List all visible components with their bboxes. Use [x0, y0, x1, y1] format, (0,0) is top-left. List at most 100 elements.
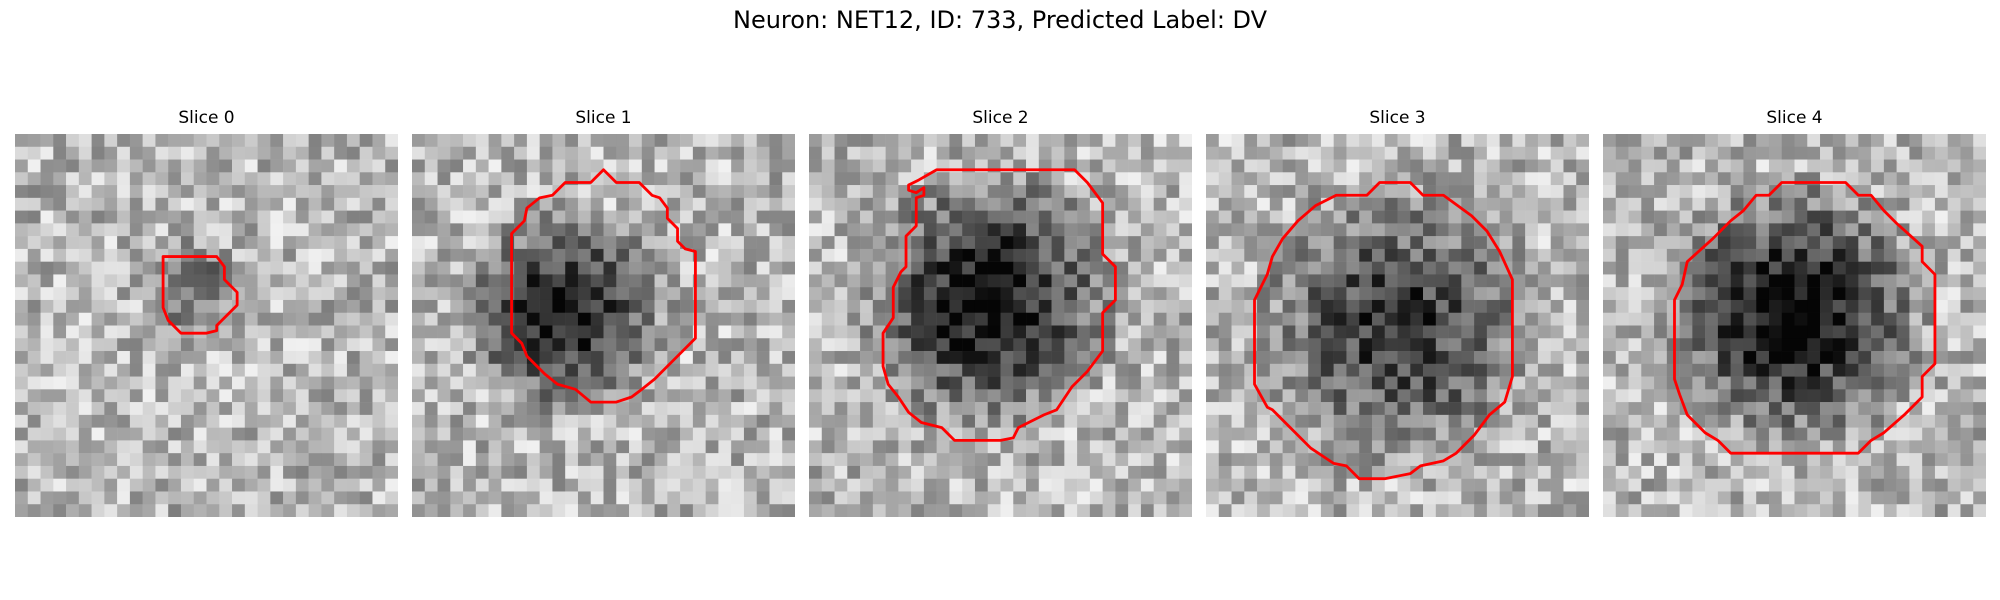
pixel	[66, 197, 80, 211]
pixel	[1461, 261, 1475, 275]
pixel	[142, 197, 156, 211]
pixel	[412, 504, 426, 517]
pixel	[1628, 146, 1642, 160]
pixel	[1537, 453, 1551, 467]
pixel	[1206, 159, 1220, 173]
pixel	[1858, 299, 1872, 313]
pixel	[718, 414, 732, 428]
pixel	[1038, 197, 1052, 211]
pixel	[321, 197, 335, 211]
pixel	[949, 287, 963, 301]
pixel	[962, 185, 976, 199]
pixel	[91, 274, 105, 288]
pixel	[1641, 338, 1655, 352]
pixel	[1628, 312, 1642, 326]
pixel	[1423, 159, 1437, 173]
pixel	[180, 197, 194, 211]
pixel	[1448, 248, 1462, 262]
pixel	[334, 312, 348, 326]
pixel	[1705, 146, 1719, 160]
pixel	[731, 363, 745, 377]
pixel	[66, 185, 80, 199]
pixel	[257, 261, 271, 275]
pixel	[1333, 274, 1347, 288]
pixel	[1051, 248, 1065, 262]
pixel	[1960, 427, 1974, 441]
pixel	[718, 402, 732, 416]
pixel	[731, 172, 745, 186]
pixel	[488, 185, 502, 199]
pixel	[603, 159, 617, 173]
pixel	[450, 159, 464, 173]
pixel	[475, 325, 489, 339]
pixel	[539, 465, 553, 479]
pixel	[1153, 504, 1167, 517]
pixel	[1295, 491, 1309, 505]
pixel	[385, 134, 398, 148]
pixel	[1692, 274, 1706, 288]
pixel	[1308, 478, 1322, 492]
pixel	[526, 453, 540, 467]
pixel	[885, 338, 899, 352]
pixel	[860, 363, 874, 377]
pixel	[923, 389, 937, 403]
pixel	[1423, 491, 1437, 505]
pixel	[565, 478, 579, 492]
pixel	[590, 248, 604, 262]
pixel	[1807, 440, 1821, 454]
pixel	[1153, 440, 1167, 454]
pixel	[1960, 197, 1974, 211]
pixel	[1563, 134, 1577, 148]
pixel	[206, 261, 220, 275]
pixel	[539, 287, 553, 301]
pixel	[1346, 134, 1360, 148]
pixel	[949, 478, 963, 492]
pixel	[1115, 274, 1129, 288]
pixel	[641, 146, 655, 160]
pixel	[1359, 325, 1373, 339]
pixel	[1295, 185, 1309, 199]
slice-image	[1603, 134, 1986, 517]
pixel	[1333, 440, 1347, 454]
pixel	[629, 465, 643, 479]
pixel	[1743, 453, 1757, 467]
pixel	[1218, 351, 1232, 365]
pixel	[1603, 363, 1617, 377]
pixel	[488, 363, 502, 377]
slice-title: Slice 3	[1369, 108, 1426, 128]
pixel	[1679, 338, 1693, 352]
pixel	[1743, 389, 1757, 403]
pixel	[463, 427, 477, 441]
pixel	[565, 299, 579, 313]
pixel	[424, 261, 438, 275]
pixel	[1628, 159, 1642, 173]
pixel	[1525, 146, 1539, 160]
pixel	[1641, 236, 1655, 250]
pixel	[1051, 478, 1065, 492]
pixel	[424, 134, 438, 148]
pixel	[603, 134, 617, 148]
pixel	[1615, 146, 1629, 160]
pixel	[885, 465, 899, 479]
pixel	[847, 440, 861, 454]
pixel	[488, 197, 502, 211]
pixel	[1973, 223, 1986, 237]
pixel	[104, 465, 118, 479]
pixel	[1486, 312, 1500, 326]
pixel	[1499, 210, 1513, 224]
pixel	[539, 325, 553, 339]
pixel	[257, 146, 271, 160]
pixel	[1730, 172, 1744, 186]
pixel	[1883, 185, 1897, 199]
pixel	[53, 261, 67, 275]
pixel	[1218, 414, 1232, 428]
pixel	[1026, 274, 1040, 288]
pixel	[1166, 159, 1180, 173]
pixel	[1397, 491, 1411, 505]
pixel	[1461, 453, 1475, 467]
pixel	[847, 146, 861, 160]
pixel	[346, 363, 360, 377]
pixel	[1153, 172, 1167, 186]
pixel	[193, 210, 207, 224]
pixel	[987, 351, 1001, 365]
